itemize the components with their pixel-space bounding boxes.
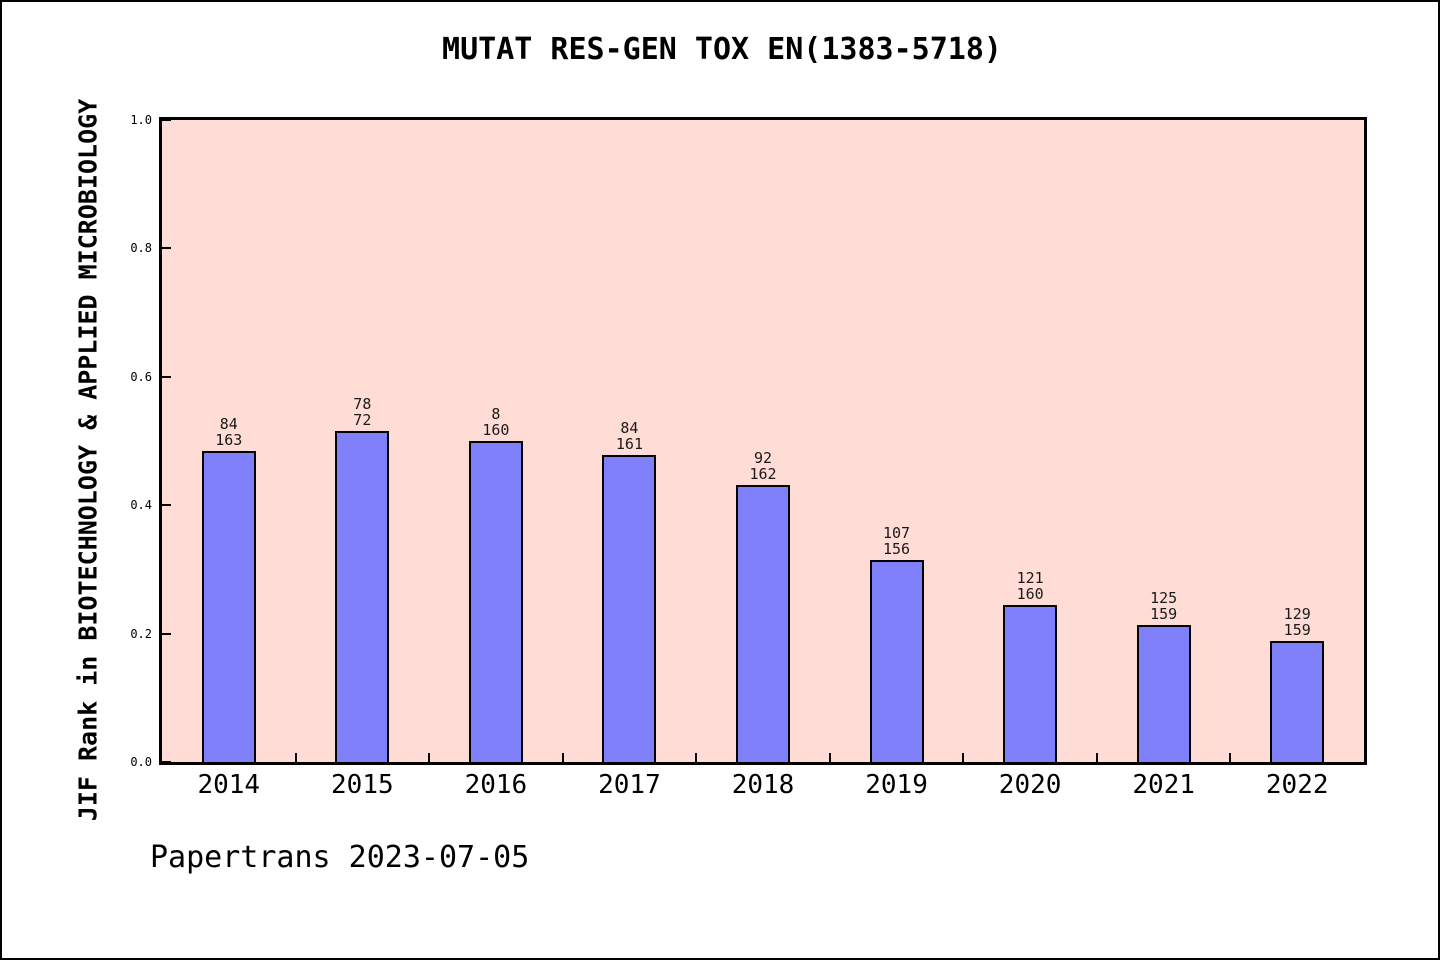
x-axis-tick	[962, 753, 964, 762]
bar-2022	[1270, 641, 1324, 762]
y-axis-tick	[162, 376, 171, 378]
y-tick-label-0.8: 0.8	[130, 241, 152, 256]
chart-title: MUTAT RES-GEN TOX EN(1383-5718)	[442, 32, 1002, 67]
x-tick-label-2022: 2022	[1265, 770, 1329, 800]
x-axis-tick	[1096, 753, 1098, 762]
y-tick-label-0.4: 0.4	[130, 498, 152, 513]
bar-value-label-2014: 84 163	[215, 415, 243, 449]
bar-2016	[469, 441, 523, 762]
x-axis-tick	[695, 753, 697, 762]
bar-value-label-2017: 84 161	[615, 419, 643, 453]
bar-value-label-2020: 121 160	[1016, 569, 1044, 603]
bar-value-label-2016: 8 160	[482, 405, 510, 439]
x-axis-tick	[295, 753, 297, 762]
bar-2015	[335, 431, 389, 762]
y-tick-label-0.6: 0.6	[130, 369, 152, 384]
y-axis-tick	[162, 504, 171, 506]
x-axis-tick	[829, 753, 831, 762]
y-axis-label: JIF Rank in BIOTECHNOLOGY & APPLIED MICR…	[73, 98, 103, 822]
y-tick-label-0.2: 0.2	[130, 626, 152, 641]
x-tick-label-2016: 2016	[464, 770, 528, 800]
x-tick-label-2015: 2015	[331, 770, 394, 800]
x-tick-label-2018: 2018	[731, 770, 795, 800]
bar-value-label-2015: 78 72	[353, 395, 372, 429]
bar-2021	[1137, 625, 1191, 762]
y-axis-tick	[162, 119, 171, 121]
bar-value-label-2019: 107 156	[883, 524, 911, 558]
bar-value-label-2021: 125 159	[1150, 589, 1178, 623]
bar-2019	[870, 560, 924, 762]
x-tick-label-2019: 2019	[865, 770, 928, 800]
y-tick-label-1.0: 1.0	[130, 113, 152, 127]
y-axis-tick	[162, 761, 171, 763]
x-axis-tick	[428, 753, 430, 762]
x-tick-label-2014: 2014	[197, 770, 261, 800]
x-axis-tick	[562, 753, 564, 762]
x-tick-label-2021: 2021	[1132, 770, 1195, 800]
y-tick-label-0.0: 0.0	[130, 755, 152, 769]
bar-2018	[736, 485, 790, 762]
x-tick-label-2020: 2020	[998, 770, 1062, 800]
plot-area: 84 163 78 72 8 160 84 161 92 162 107 156 121 1…	[159, 117, 1367, 765]
y-axis-tick	[162, 633, 171, 635]
bar-2014	[202, 451, 256, 762]
watermark-caption: Papertrans 2023-07-05	[150, 840, 530, 875]
x-axis-tick	[1229, 753, 1231, 762]
bar-2017	[602, 455, 656, 762]
bar-value-label-2018: 92 162	[749, 449, 777, 483]
bar-value-label-2022: 129 159	[1283, 605, 1311, 639]
x-tick-label-2017: 2017	[598, 770, 661, 800]
bar-2020	[1003, 605, 1057, 762]
y-axis-tick	[162, 247, 171, 249]
